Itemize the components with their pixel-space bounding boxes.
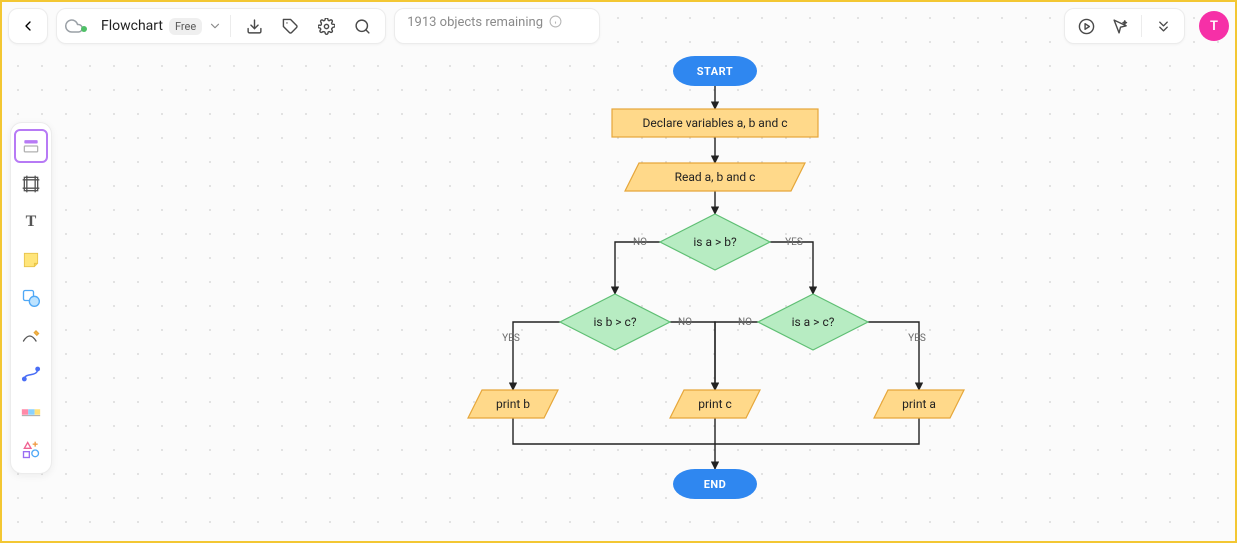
info-icon bbox=[549, 13, 562, 32]
shape-icon bbox=[21, 288, 41, 308]
chevron-left-icon bbox=[20, 18, 36, 34]
node-label: print b bbox=[496, 397, 530, 411]
gear-icon bbox=[318, 18, 335, 35]
frame-icon bbox=[21, 174, 41, 194]
more-shapes-icon bbox=[21, 440, 41, 460]
shape-tool[interactable] bbox=[16, 283, 46, 313]
ai-pointer-button[interactable] bbox=[1105, 11, 1135, 41]
node-label: END bbox=[704, 478, 727, 491]
node-label: START bbox=[697, 65, 733, 78]
edge-pa-merge[interactable] bbox=[715, 418, 919, 444]
connector-icon bbox=[21, 364, 41, 384]
search-icon bbox=[354, 18, 371, 35]
tag-icon bbox=[282, 18, 299, 35]
back-button[interactable] bbox=[8, 8, 48, 44]
play-circle-icon bbox=[1078, 18, 1095, 35]
top-toolbar: Flowchart Free 1913 objects remaining bbox=[8, 8, 1229, 44]
document-chip[interactable]: Flowchart Free bbox=[56, 8, 386, 44]
node-pc[interactable]: print c bbox=[670, 390, 760, 418]
settings-button[interactable] bbox=[311, 11, 341, 41]
edge-label: YES bbox=[908, 333, 926, 344]
node-d_bc[interactable]: is b > c? bbox=[560, 294, 670, 350]
edge-d_bc-pb[interactable] bbox=[513, 322, 560, 390]
highlighter-tool[interactable] bbox=[16, 397, 46, 427]
highlighter-icon bbox=[20, 405, 42, 419]
node-label: is b > c? bbox=[593, 315, 636, 329]
download-button[interactable] bbox=[239, 11, 269, 41]
node-d_ab[interactable]: is a > b? bbox=[660, 214, 770, 270]
edge-label: NO bbox=[633, 237, 647, 248]
sticky-note-icon bbox=[21, 250, 41, 270]
node-d_ac[interactable]: is a > c? bbox=[758, 294, 868, 350]
flowchart-canvas[interactable]: NO YES YES NO NO YES START Declare variables a,… bbox=[2, 2, 1237, 543]
node-pb[interactable]: print b bbox=[468, 390, 558, 418]
node-pa[interactable]: print a bbox=[874, 390, 964, 418]
node-end[interactable]: END bbox=[673, 469, 757, 499]
tool-palette: T bbox=[10, 122, 52, 474]
edge-label: YES bbox=[502, 333, 520, 344]
node-label: Read a, b and c bbox=[675, 170, 756, 184]
search-button[interactable] bbox=[347, 11, 377, 41]
present-button[interactable] bbox=[1071, 11, 1101, 41]
node-declare[interactable]: Declare variables a, b and c bbox=[612, 109, 818, 137]
node-start[interactable]: START bbox=[673, 56, 757, 86]
connector-tool[interactable] bbox=[16, 359, 46, 389]
node-label: is a > c? bbox=[792, 315, 835, 329]
document-title: Flowchart bbox=[101, 18, 163, 34]
edge-d_ac-pc[interactable] bbox=[715, 322, 758, 390]
chevrons-down-icon bbox=[1156, 19, 1171, 34]
pen-tool[interactable] bbox=[16, 321, 46, 351]
edge-d_ab-d_ac[interactable] bbox=[770, 242, 813, 294]
sync-status-dot bbox=[81, 26, 87, 32]
status-chip[interactable]: 1913 objects remaining bbox=[394, 8, 600, 44]
node-label: Declare variables a, b and c bbox=[643, 116, 788, 130]
tag-button[interactable] bbox=[275, 11, 305, 41]
edge-d_ab-d_bc[interactable] bbox=[615, 242, 660, 294]
pen-icon bbox=[21, 326, 41, 346]
cursor-sparkle-icon bbox=[1112, 18, 1129, 35]
right-toolbar-chip bbox=[1064, 8, 1185, 44]
node-label: print a bbox=[902, 397, 936, 411]
edge-label: NO bbox=[738, 317, 752, 328]
frame-tool[interactable] bbox=[16, 169, 46, 199]
node-read[interactable]: Read a, b and c bbox=[625, 163, 805, 191]
edge-label: NO bbox=[678, 317, 692, 328]
download-icon bbox=[246, 18, 263, 35]
edge-label: YES bbox=[785, 237, 803, 248]
chevron-down-icon[interactable] bbox=[208, 19, 222, 33]
text-icon: T bbox=[26, 213, 37, 231]
user-avatar[interactable]: T bbox=[1199, 11, 1229, 41]
select-icon bbox=[21, 136, 41, 156]
edge-d_bc-pc[interactable] bbox=[670, 322, 715, 390]
more-shapes-tool[interactable] bbox=[16, 435, 46, 465]
select-tool[interactable] bbox=[16, 131, 46, 161]
more-menu-button[interactable] bbox=[1148, 11, 1178, 41]
plan-badge: Free bbox=[169, 18, 202, 35]
status-text: 1913 objects remaining bbox=[407, 15, 543, 30]
sticky-note-tool[interactable] bbox=[16, 245, 46, 275]
node-label: print c bbox=[698, 397, 732, 411]
cloud-sync-icon bbox=[65, 17, 83, 35]
node-label: is a > b? bbox=[693, 235, 737, 249]
edge-pb-merge[interactable] bbox=[513, 418, 715, 444]
text-tool[interactable]: T bbox=[16, 207, 46, 237]
